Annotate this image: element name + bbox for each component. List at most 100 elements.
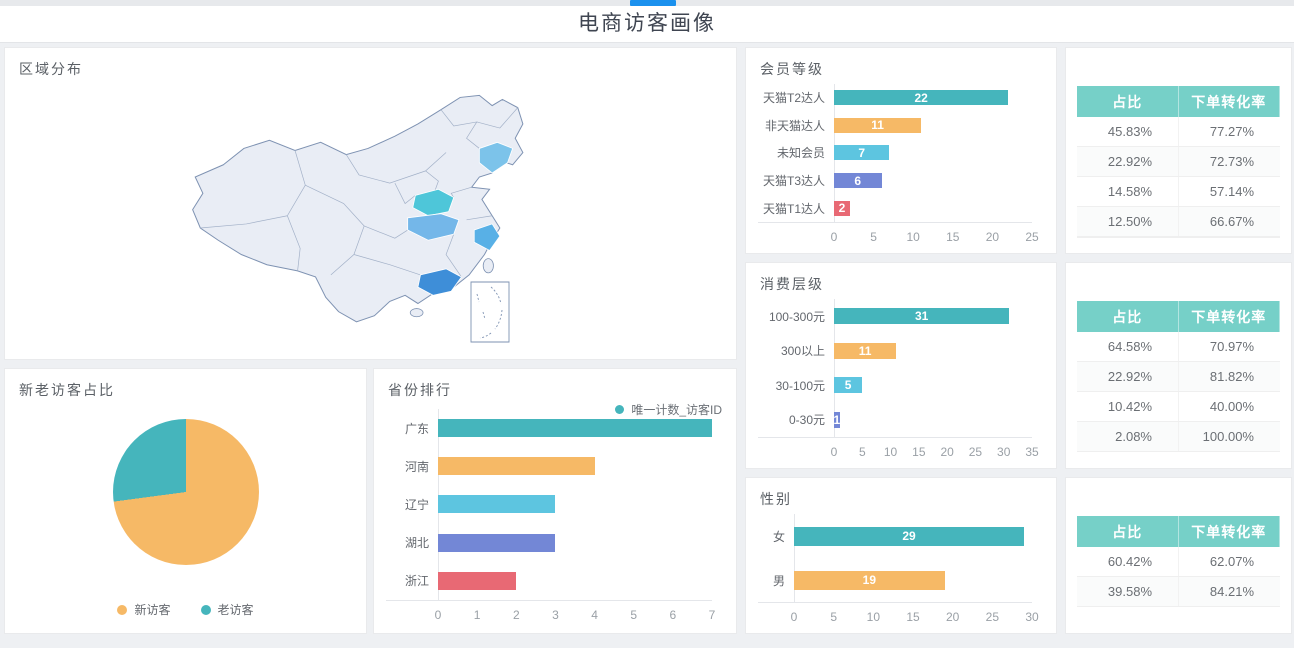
bar-row: 100-300元 31 [758, 308, 1032, 325]
bar-category-label: 非天猫达人 [764, 118, 825, 133]
south-china-sea-inset [471, 282, 509, 342]
bar-row: 0-30元 1 [758, 411, 1032, 428]
visitor-ratio-card: 新老访客占比 新访客 老访客 [4, 368, 367, 634]
table-cell: 77.27% [1209, 124, 1254, 139]
table-row: 14.58% 57.14% [1077, 177, 1280, 207]
bar-天猫T2达人[interactable]: 22 [834, 90, 1009, 106]
bar-row: 30-100元 5 [758, 377, 1032, 394]
bar-track: 1 [833, 411, 1032, 428]
bar-value-label: 2 [838, 201, 846, 216]
bar-category-label: 30-100元 [775, 378, 825, 393]
x-axis-tick: 10 [866, 610, 881, 624]
bar-category-label: 辽宁 [404, 497, 429, 512]
bar-30-100元[interactable]: 5 [834, 377, 863, 394]
bar-value-label: 5 [844, 378, 852, 393]
x-axis-tick: 15 [906, 610, 920, 624]
table-header-row: 占比 下单转化率 [1077, 516, 1280, 547]
bar-广东[interactable] [438, 419, 712, 438]
province-borders [364, 226, 408, 238]
consume-level-card: 消费层级 100-300元 31 300以上 11 30-100元 5 0-30元 1 0 5 10… [745, 262, 1057, 469]
province-liaoning[interactable] [479, 142, 512, 173]
table-header-cell: 占比 [1077, 516, 1179, 547]
bar-row: 湖北 [386, 533, 712, 552]
card-title: 性别 [760, 491, 792, 507]
bar-track: 11 [834, 342, 1032, 359]
table-cell: 22.92% [1077, 362, 1179, 391]
bar-row: 300以上 11 [758, 342, 1032, 359]
table-header-row: 占比 下单转化率 [1077, 301, 1280, 332]
bar-category-label: 100-300元 [768, 309, 825, 324]
table-cell: 84.21% [1209, 584, 1254, 599]
member-conversion-table-card: 占比 下单转化率 45.83% 77.27% 22.92% 72.73% 14.58% 57.… [1065, 47, 1292, 254]
nine-dash-line [480, 333, 491, 338]
bar-河南[interactable] [438, 457, 595, 476]
bar-天猫T1达人[interactable]: 2 [834, 200, 850, 216]
table-cell: 40.00% [1209, 399, 1254, 414]
x-axis-tick: 25 [1025, 230, 1039, 244]
series-legend[interactable]: 唯一计数_访客ID [615, 401, 722, 418]
province-henan[interactable] [413, 189, 454, 216]
bar-湖北[interactable] [438, 533, 556, 552]
province-rank-chart: 广东 河南 辽宁 湖北 浙江 0 1 2 3 4 5 6 7 [386, 409, 715, 623]
bar-未知会员[interactable]: 7 [834, 145, 890, 161]
province-zhejiang[interactable] [474, 224, 500, 251]
x-axis-tick: 0 [434, 608, 442, 622]
table-row: 2.08% 100.00% [1077, 422, 1280, 452]
bar-category-label: 湖北 [404, 536, 429, 551]
gender-card: 性别 女 29 男 19 0 5 10 15 20 25 30 [745, 477, 1057, 634]
bar-100-300元[interactable]: 31 [834, 308, 1010, 325]
bar-value-label: 29 [902, 529, 916, 543]
province-guangdong[interactable] [418, 269, 462, 296]
page-title: 电商访客画像 [578, 12, 716, 35]
x-axis-tick: 0 [830, 445, 838, 459]
bar-300以上[interactable]: 11 [834, 342, 897, 359]
bar-row: 男 19 [758, 570, 1032, 590]
visitor-pie-chart[interactable] [112, 419, 259, 565]
gender-conversion-table: 占比 下单转化率 60.42% 62.07% 39.58% 84.21% [1077, 516, 1280, 607]
taiwan-island[interactable] [483, 259, 493, 273]
pie-legend-item-新访客[interactable]: 新访客 [117, 601, 171, 618]
bar-track [438, 533, 712, 552]
pie-legend-item-老访客[interactable]: 老访客 [200, 601, 254, 618]
table-header-cell: 下单转化率 [1178, 516, 1280, 547]
card-title: 省份排行 [388, 382, 452, 398]
bar-男[interactable]: 19 [794, 570, 945, 590]
bar-track: 7 [834, 145, 1032, 161]
bar-row: 非天猫达人 11 [758, 117, 1032, 134]
legend-label: 唯一计数_访客ID [631, 403, 722, 417]
x-axis-tick: 10 [883, 445, 898, 459]
bar-row: 广东 [386, 419, 712, 438]
bar-浙江[interactable] [438, 571, 517, 590]
member_level-plot-area: 天猫T2达人 22 非天猫达人 11 未知会员 7 天猫T3达人 6 天猫T1达人 2 [758, 84, 1032, 223]
province-hubei[interactable] [408, 214, 459, 241]
hainan-island[interactable] [410, 309, 423, 317]
bar-天猫T3达人[interactable]: 6 [834, 173, 882, 189]
x-axis-tick: 5 [630, 608, 638, 622]
pie-legend: 新访客 老访客 [5, 601, 366, 618]
bar-value-label: 22 [914, 90, 928, 105]
legend-marker-icon [117, 604, 128, 615]
x-axis: 0 5 10 15 20 25 30 [791, 603, 1039, 625]
table-cell: 39.58% [1077, 577, 1179, 606]
table-header-cell: 下单转化率 [1178, 301, 1280, 332]
x-axis-tick: 25 [968, 445, 983, 459]
table-cell: 81.82% [1209, 369, 1254, 384]
bar-0-30元[interactable]: 1 [833, 411, 840, 428]
bar-track: 29 [794, 526, 1032, 546]
table-header-cell: 占比 [1077, 301, 1179, 332]
province-borders [477, 108, 518, 128]
bar-value-label: 11 [858, 343, 872, 358]
bar-女[interactable]: 29 [794, 526, 1025, 546]
bar-row: 辽宁 [386, 495, 712, 514]
china-map [183, 88, 563, 352]
bar-辽宁[interactable] [438, 495, 556, 514]
x-axis-tick: 15 [912, 445, 926, 459]
x-axis-tick: 20 [985, 230, 1000, 244]
gender-chart: 女 29 男 19 0 5 10 15 20 25 30 [758, 514, 1039, 625]
table-cell: 64.58% [1077, 332, 1179, 361]
bar-category-label: 浙江 [404, 574, 429, 589]
bar-row: 河南 [386, 457, 712, 476]
top-tab-indicator[interactable] [630, 0, 676, 6]
bar-非天猫达人[interactable]: 11 [834, 117, 922, 133]
bar-value-label: 7 [858, 145, 866, 160]
